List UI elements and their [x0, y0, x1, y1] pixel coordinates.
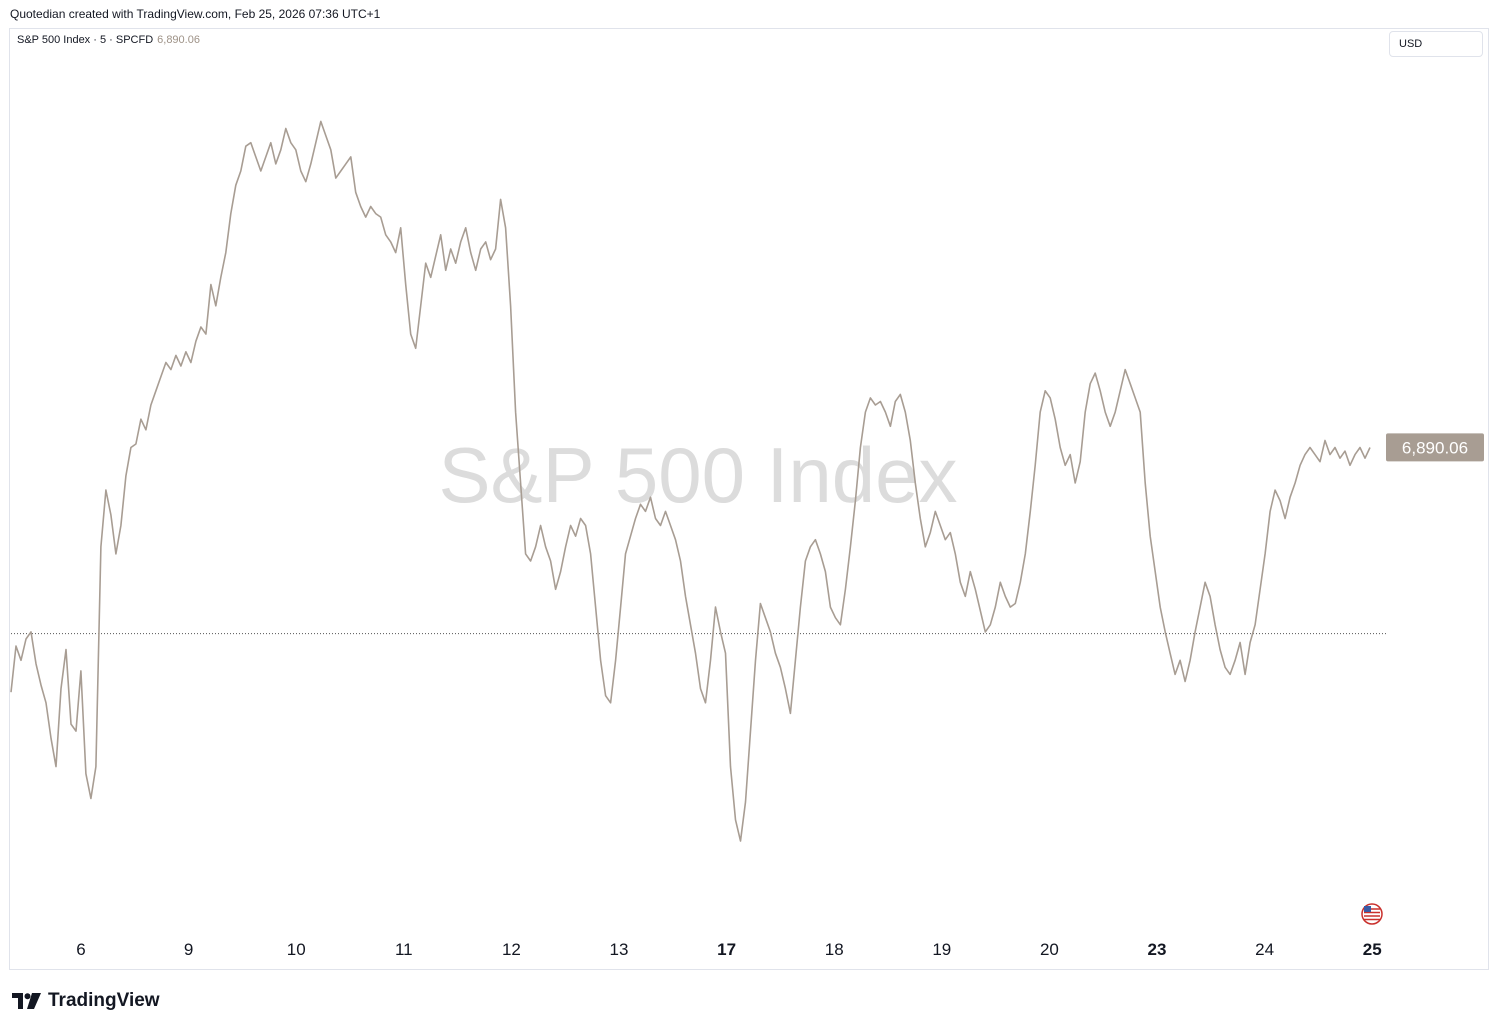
x-tick-label: 20 — [1040, 940, 1059, 959]
x-tick-label: 13 — [610, 940, 629, 959]
chart-legend[interactable]: S&P 500 Index · 5 · SPCFD 6,890.06 — [17, 34, 200, 46]
tradingview-logo-icon — [12, 993, 41, 1009]
y-tick-label: 6,760.00 — [1409, 899, 1475, 918]
legend-last-price: 6,890.06 — [157, 34, 200, 46]
y-tick-label: 6,840.00 — [1409, 616, 1475, 635]
x-tick-label: 10 — [287, 940, 306, 959]
us-flag-icon — [1361, 903, 1383, 925]
x-tick-label: 12 — [502, 940, 521, 959]
chart-frame — [9, 28, 1489, 970]
last-price-label: 6,890.06 — [1402, 438, 1468, 457]
x-tick-label: 17 — [717, 940, 736, 959]
x-tick-label: 19 — [932, 940, 951, 959]
x-tick-label: 23 — [1148, 940, 1167, 959]
x-tick-label: 6 — [76, 940, 85, 959]
x-tick-label: 25 — [1363, 940, 1382, 959]
chart-watermark: S&P 500 Index — [439, 431, 958, 519]
x-tick-label: 24 — [1255, 940, 1274, 959]
y-tick-label: 6,800.00 — [1409, 758, 1475, 777]
y-tick-label: 6,900.00 — [1409, 403, 1475, 422]
y-tick-label: 6,980.00 — [1409, 120, 1475, 139]
y-tick-label: 6,940.00 — [1409, 261, 1475, 280]
last-price-tag — [1386, 433, 1484, 462]
y-tick-label: 6,860.00 — [1409, 545, 1475, 564]
header-caption: Quotedian created with TradingView.com, … — [10, 7, 381, 21]
y-tick-label: 6,780.00 — [1409, 829, 1475, 848]
x-tick-label: 11 — [395, 940, 413, 959]
y-tick-label: 6,920.00 — [1409, 332, 1475, 351]
tradingview-logo[interactable]: TradingView — [12, 990, 160, 1012]
x-tick-label: 18 — [825, 940, 844, 959]
currency-selector[interactable]: USD — [1389, 31, 1483, 57]
y-tick-label: 6,960.00 — [1409, 190, 1475, 209]
price-line — [10, 120, 1371, 842]
footer-brand: TradingView — [48, 990, 160, 1011]
legend-symbol: S&P 500 Index · 5 · SPCFD — [17, 34, 154, 46]
y-tick-label: 6,880.00 — [1409, 474, 1475, 493]
x-tick-label: 9 — [184, 940, 193, 959]
y-tick-label: 6,820.00 — [1409, 687, 1475, 706]
